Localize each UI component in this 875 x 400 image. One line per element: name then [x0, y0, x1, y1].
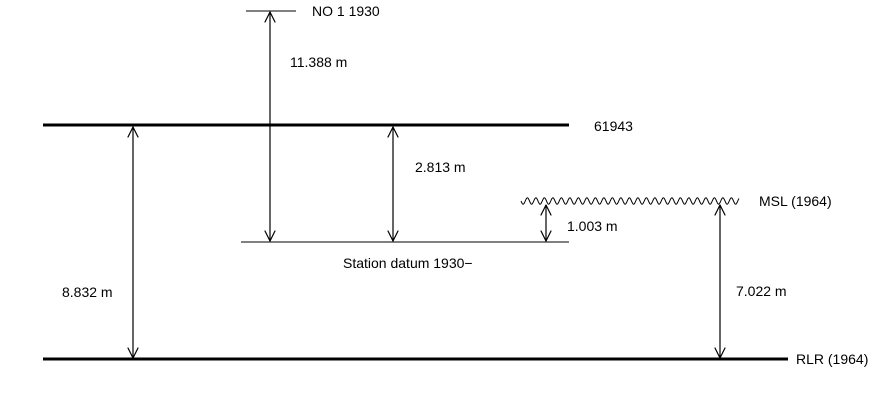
no1-station-arrow [264, 11, 276, 242]
distance-benchmark-station-label: 2.813 m [415, 159, 466, 175]
msl-wave-line [520, 197, 740, 205]
msl-label: MSL (1964) [759, 193, 832, 209]
distance-benchmark-rlr-label: 8.832 m [62, 284, 113, 300]
distance-msl-station-label: 1.003 m [567, 218, 618, 234]
msl-rlr-arrow [714, 204, 726, 359]
rlr-label: RLR (1964) [796, 351, 868, 367]
station-datum-label: Station datum 1930− [343, 255, 473, 271]
benchmark-station-arrow [387, 126, 399, 242]
benchmark-rlr-arrow [127, 126, 139, 359]
no1-label: NO 1 1930 [312, 3, 380, 19]
distance-no1-station-label: 11.388 m [290, 54, 347, 70]
msl-station-arrow [540, 204, 552, 242]
benchmark-label: 61943 [594, 118, 633, 134]
distance-msl-rlr-label: 7.022 m [736, 283, 787, 299]
